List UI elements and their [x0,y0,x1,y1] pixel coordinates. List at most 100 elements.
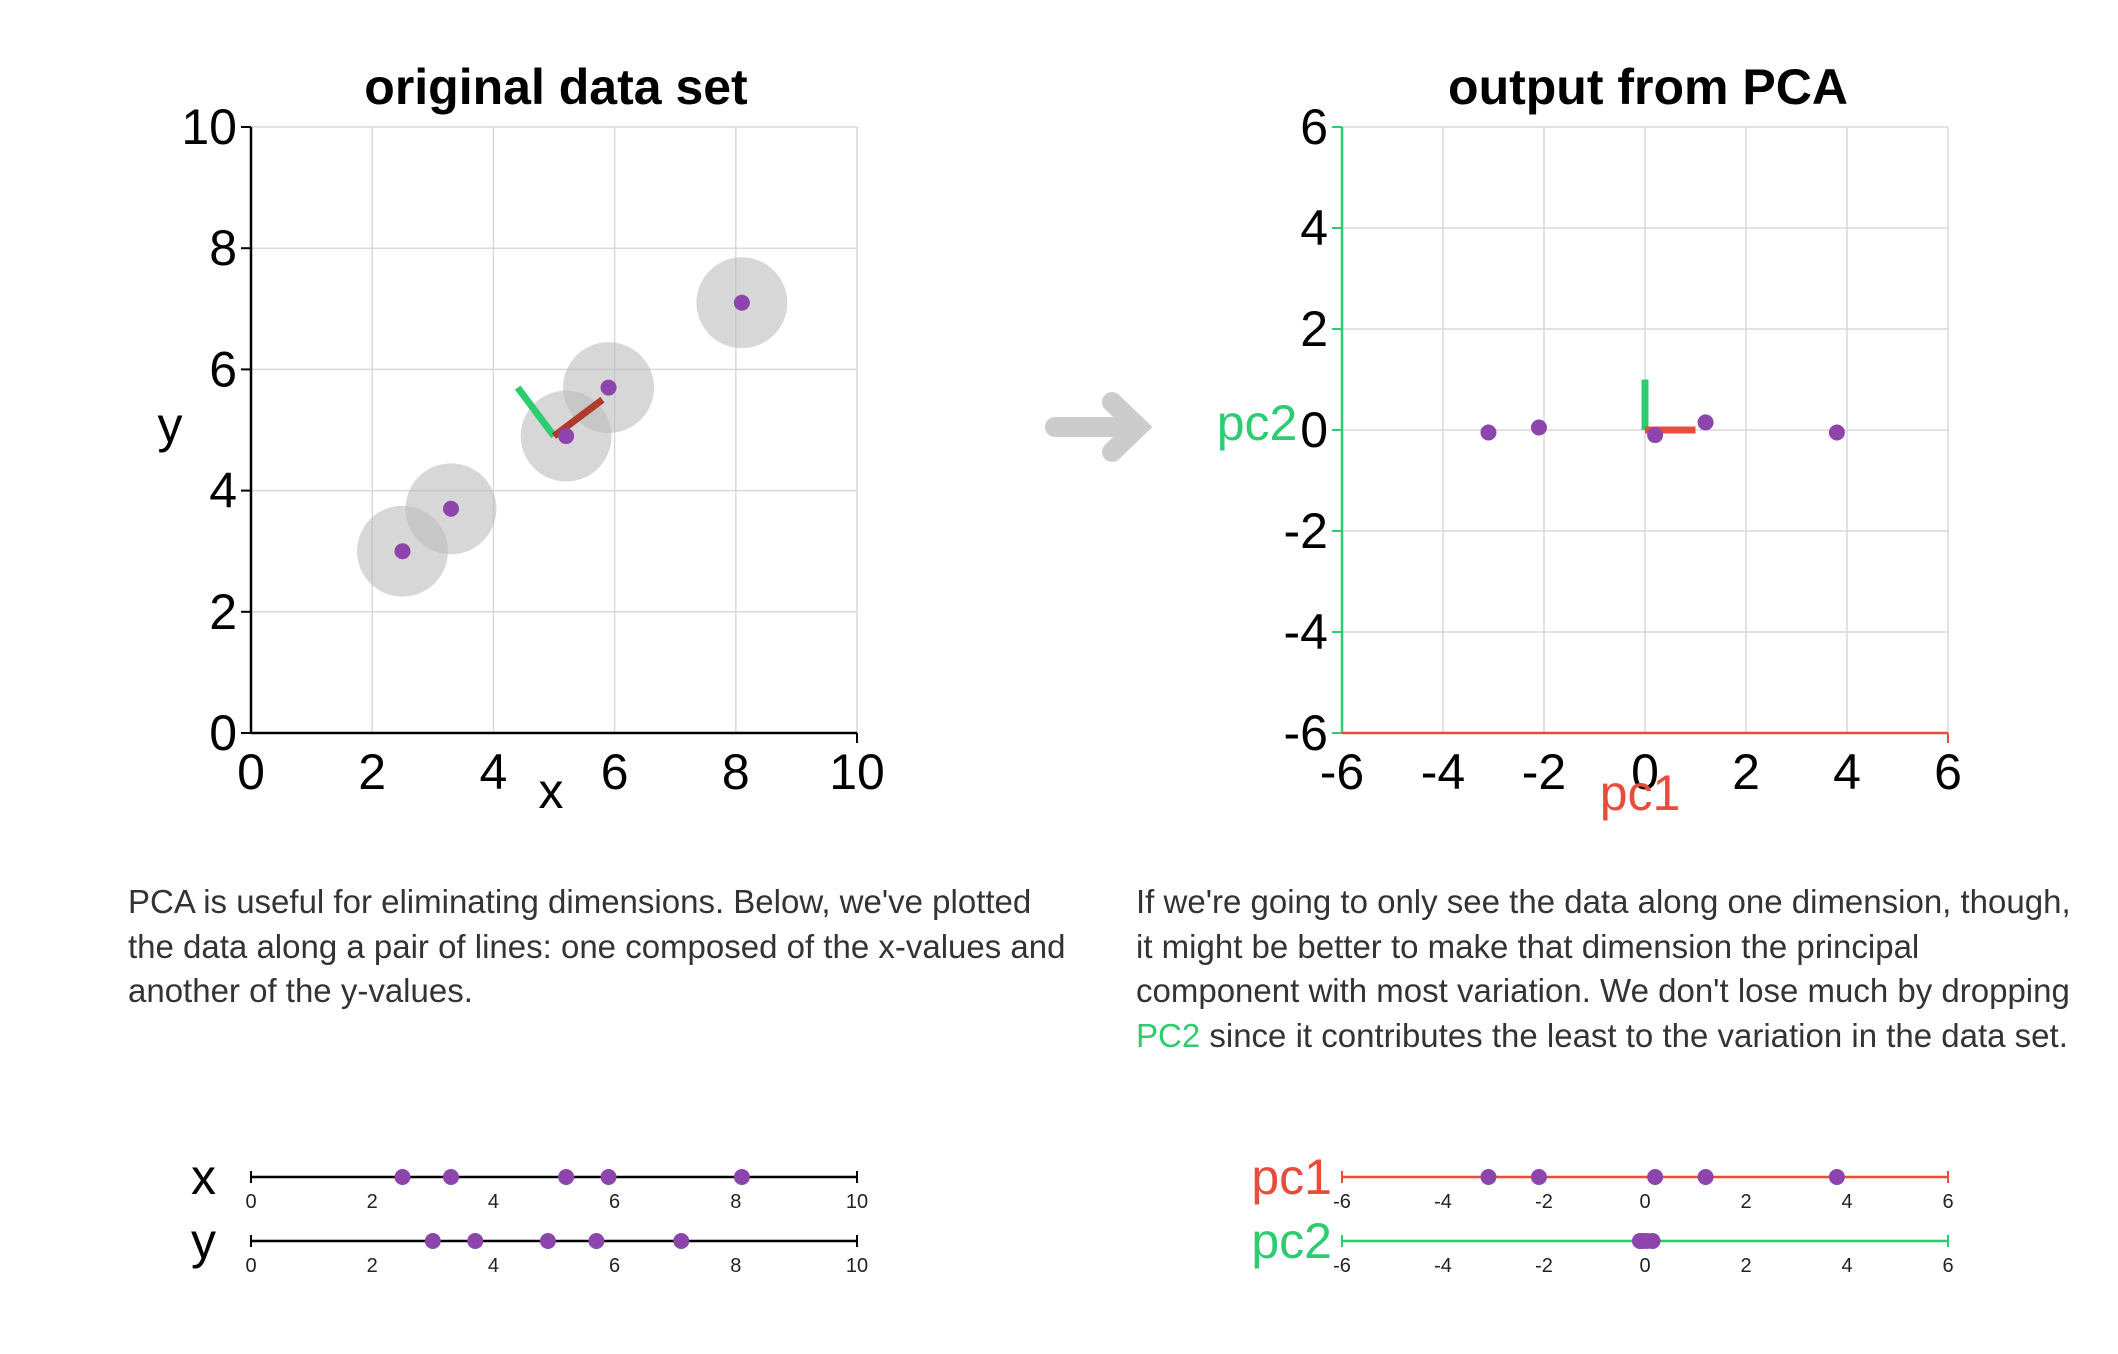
data-point [1647,427,1664,444]
y-tick-label: -6 [1284,705,1328,761]
number-line-point [733,1169,750,1185]
number-line-tick-label: 6 [609,1255,620,1277]
number-line-point [673,1233,690,1249]
pca-chart-title: output from PCA [1448,59,1848,115]
right-explanation-paragraph: If we're going to only see the data alon… [1136,880,2076,1058]
y-tick-label: 8 [209,220,237,276]
original-point-circles [357,257,788,597]
y-tick-label: 6 [1300,99,1328,155]
x-tick-label: 8 [722,744,750,800]
x-tick-label: 0 [237,744,265,800]
data-point [1828,424,1845,441]
number-line-point [1480,1169,1497,1185]
number-line-tick-label: 0 [245,1255,256,1277]
original-points [394,294,750,560]
pca-x-axis-label: pc1 [1600,765,1681,821]
y-tick-label: 4 [209,463,237,519]
x-tick-label: 0 [1631,744,1659,800]
number-line-point [1530,1169,1547,1185]
number-line-tick-label: 8 [730,1191,741,1213]
pc2-number-line: -6 -4 -2 0 2 4 6 pc2 [1251,1213,1953,1277]
pca-output-chart: output from PCA -6 -4 -2 0 2 4 6 -6 -4 -2 0 2 4 6 pc1… [1217,59,1962,821]
data-point [394,543,411,560]
number-line-point [1697,1169,1714,1185]
number-line-tick-label: 6 [1942,1191,1953,1213]
number-line-tick-label: 6 [609,1191,620,1213]
number-line-tick-label: 6 [1942,1255,1953,1277]
y-number-line: 0 2 4 6 8 10 y [191,1213,868,1277]
number-line-label: x [191,1149,216,1205]
number-line-tick-label: 2 [367,1191,378,1213]
x-tick-label: 4 [479,744,507,800]
data-point [442,500,459,517]
number-line-point [588,1233,605,1249]
x-number-line: 0 2 4 6 8 10 x [191,1149,868,1213]
number-line-point [539,1233,556,1249]
y-tick-label: 2 [1300,301,1328,357]
y-tick-label: 4 [1300,200,1328,256]
number-line-tick-label: 0 [1639,1255,1650,1277]
number-line-tick-label: 2 [1740,1191,1751,1213]
pc1-number-line: -6 -4 -2 0 2 4 6 pc1 [1251,1149,1953,1213]
number-line-tick-label: 10 [846,1255,868,1277]
number-line-label: pc2 [1251,1213,1332,1269]
x-tick-label: -4 [1421,744,1465,800]
pca-axes: -6 -4 -2 0 2 4 6 -6 -4 -2 0 2 4 6 [1284,99,1962,800]
right-paragraph-text-end: since it contributes the least to the va… [1200,1016,2068,1054]
original-grid [250,126,858,734]
number-line-tick-label: 4 [488,1255,499,1277]
data-point [558,428,575,445]
y-tick-label: 0 [209,705,237,761]
left-explanation-paragraph: PCA is useful for eliminating dimensions… [128,883,1066,1009]
number-line-point [1828,1169,1845,1185]
data-point [1697,414,1714,431]
number-line-point [424,1233,441,1249]
right-paragraph-text-start: If we're going to only see the data alon… [1136,883,2071,1009]
x-tick-label: -6 [1320,744,1364,800]
number-line-tick-label: 4 [488,1191,499,1213]
number-line-tick-label: 2 [1740,1255,1751,1277]
y-tick-label: -2 [1284,503,1328,559]
x-tick-label: 10 [829,744,885,800]
original-chart-title: original data set [364,59,748,115]
number-line-tick-label: 2 [367,1255,378,1277]
x-tick-label: 2 [1732,744,1760,800]
y-tick-label: 6 [209,341,237,397]
number-line-tick-label: -2 [1535,1191,1553,1213]
number-line-label: pc1 [1251,1149,1332,1205]
x-tick-label: 4 [1833,744,1861,800]
original-data-chart: original data set 0 2 4 6 8 10 0 2 4 6 8 10 x y [158,59,885,819]
number-line-point [1647,1169,1664,1185]
number-line-point [558,1169,575,1185]
y-tick-label: -4 [1284,604,1328,660]
transform-arrow-icon [1045,392,1153,462]
y-tick-label: 10 [181,99,237,155]
y-tick-label: 0 [1300,402,1328,458]
number-line-point [600,1169,617,1185]
number-line-tick-label: -6 [1333,1255,1351,1277]
number-line-tick-label: 8 [730,1255,741,1277]
data-point [733,294,750,311]
x-tick-label: 6 [1934,744,1962,800]
pca-pc-vectors [1641,379,1696,434]
number-line-point [467,1233,484,1249]
x-tick-label: 2 [358,744,386,800]
number-line-tick-label: -2 [1535,1255,1553,1277]
number-line-tick-label: 0 [1639,1191,1650,1213]
original-axes: 0 2 4 6 8 10 0 2 4 6 8 10 [181,99,884,800]
x-tick-label: -2 [1522,744,1566,800]
number-line-point [1634,1233,1651,1249]
data-point [1480,424,1497,441]
x-tick-label: 6 [601,744,629,800]
number-line-tick-label: 4 [1841,1255,1852,1277]
number-line-tick-label: -6 [1333,1191,1351,1213]
data-point [1530,419,1547,436]
number-line-label: y [191,1213,216,1269]
number-line-tick-label: 10 [846,1191,868,1213]
number-line-point [394,1169,411,1185]
number-line-tick-label: 4 [1841,1191,1852,1213]
number-line-point [442,1169,459,1185]
original-x-axis-label: x [539,763,564,819]
y-tick-label: 2 [209,584,237,640]
